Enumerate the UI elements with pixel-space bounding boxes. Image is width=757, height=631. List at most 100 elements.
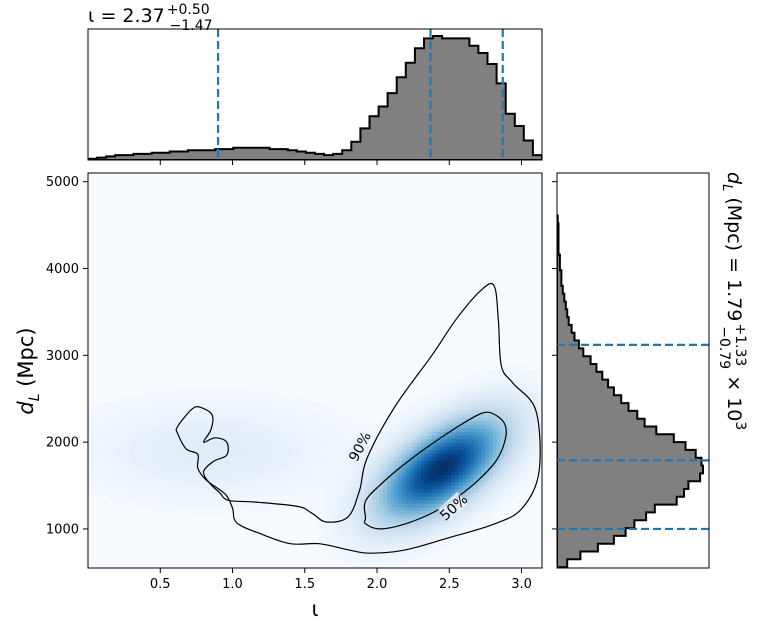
- density-cell: [212, 460, 218, 465]
- density-cell: [417, 521, 422, 526]
- density-cell: [390, 427, 395, 433]
- density-cell: [167, 471, 172, 476]
- density-cell: [280, 431, 286, 436]
- density-cell: [262, 499, 267, 504]
- density-cell: [197, 481, 202, 486]
- density-cell: [318, 510, 324, 515]
- density-cell: [402, 517, 407, 522]
- density-cell: [88, 481, 93, 486]
- density-cell: [390, 424, 395, 429]
- density-cell: [269, 417, 274, 422]
- density-cell: [137, 417, 142, 422]
- density-cell: [250, 427, 255, 433]
- density-cell: [95, 467, 100, 472]
- density-cell: [246, 399, 252, 404]
- density-cell: [473, 456, 479, 461]
- density-cell: [386, 478, 392, 483]
- density-cell: [515, 485, 520, 490]
- density-cell: [466, 528, 471, 533]
- density-cell: [473, 474, 479, 479]
- density-cell: [190, 478, 195, 483]
- density-cell: [402, 560, 407, 565]
- density-cell: [333, 521, 339, 526]
- density-cell: [288, 410, 293, 415]
- density-cell: [122, 492, 127, 497]
- density-cell: [428, 424, 433, 429]
- density-cell: [511, 489, 517, 494]
- density-cell: [224, 460, 229, 465]
- density-cell: [163, 503, 168, 508]
- density-cell: [375, 542, 380, 547]
- density-cell: [250, 506, 255, 512]
- density-cell: [492, 399, 498, 404]
- density-cell: [530, 417, 535, 422]
- density-cell: [125, 427, 131, 433]
- density-cell: [511, 442, 517, 447]
- density-cell: [103, 449, 108, 454]
- density-cell: [409, 542, 414, 547]
- density-cell: [307, 478, 312, 483]
- density-cell: [171, 489, 176, 494]
- density-cell: [515, 467, 520, 472]
- density-cell: [182, 492, 187, 497]
- density-cell: [337, 413, 342, 418]
- density-cell: [186, 463, 191, 468]
- density-cell: [439, 471, 445, 476]
- density-cell: [99, 413, 104, 418]
- density-cell: [534, 384, 539, 389]
- density-cell: [197, 503, 202, 508]
- density-cell: [367, 424, 373, 429]
- y-tick-label: 3000: [46, 349, 79, 364]
- density-cell: [466, 474, 471, 479]
- density-cell: [106, 427, 112, 433]
- dL-title: dL (Mpc) = 1.79+1.33−0.79 × 103: [716, 172, 748, 430]
- density-cell: [193, 445, 199, 450]
- density-cell: [492, 510, 498, 515]
- density-cell: [246, 442, 252, 447]
- density-cell: [364, 535, 369, 540]
- density-cell: [439, 402, 445, 407]
- density-cell: [284, 481, 290, 486]
- density-cell: [163, 506, 168, 512]
- density-cell: [447, 481, 452, 486]
- density-cell: [477, 463, 482, 468]
- density-cell: [262, 463, 267, 468]
- density-cell: [436, 435, 441, 440]
- density-cell: [152, 463, 157, 468]
- density-cell: [371, 456, 377, 461]
- density-cell: [500, 374, 505, 379]
- density-cell: [352, 521, 358, 526]
- density-cell: [492, 506, 498, 512]
- density-cell: [402, 506, 407, 512]
- density-cell: [417, 438, 422, 443]
- density-cell: [454, 420, 460, 425]
- density-cell: [311, 445, 316, 450]
- density-cell: [99, 485, 104, 490]
- density-cell: [420, 427, 426, 433]
- density-cell: [417, 467, 422, 472]
- density-cell: [258, 478, 263, 483]
- density-cell: [451, 406, 456, 411]
- density-cell: [390, 449, 395, 454]
- density-cell: [345, 557, 350, 562]
- density-cell: [186, 445, 191, 450]
- density-cell: [379, 514, 384, 519]
- density-cell: [413, 489, 418, 494]
- density-cell: [417, 474, 422, 479]
- density-cell: [277, 445, 282, 450]
- density-cell: [296, 442, 301, 447]
- density-cell: [492, 370, 498, 375]
- density-cell: [417, 535, 422, 540]
- density-cell: [292, 471, 297, 476]
- density-cell: [413, 449, 418, 454]
- density-cell: [231, 467, 237, 472]
- density-cell: [159, 417, 165, 422]
- density-cell: [133, 474, 138, 479]
- density-cell: [205, 399, 210, 404]
- density-cell: [315, 431, 320, 436]
- density-cell: [409, 550, 414, 555]
- density-cell: [409, 438, 414, 443]
- density-cell: [182, 420, 187, 425]
- density-cell: [197, 413, 202, 418]
- density-cell: [178, 406, 184, 411]
